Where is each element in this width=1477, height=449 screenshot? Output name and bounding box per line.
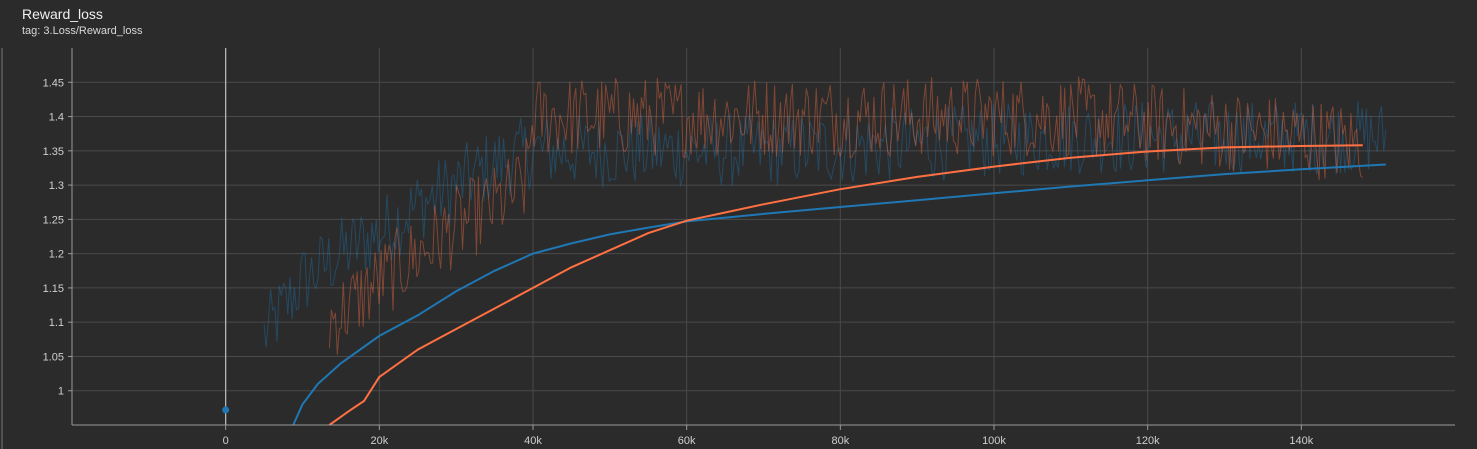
data-points (222, 406, 230, 414)
raw-series-line-1 (328, 76, 1364, 355)
y-tick-label: 1 (58, 386, 64, 398)
x-tick-label: 80k (831, 435, 849, 447)
smoothed-series-layer (292, 144, 1386, 425)
y-tick-label: 1.05 (43, 351, 64, 363)
x-tick-label: 20k (370, 435, 388, 447)
x-tick-label: 40k (524, 435, 542, 447)
y-tick-label: 1.25 (43, 214, 64, 226)
x-tick-label: 0 (223, 435, 229, 447)
chart-tag: tag: 3.Loss/Reward_loss (22, 25, 143, 37)
data-point (222, 406, 230, 414)
chart-card-header: Reward_loss tag: 3.Loss/Reward_loss (22, 6, 142, 38)
y-tick-label: 1.45 (43, 77, 64, 89)
chart-title: Reward_loss (22, 6, 103, 22)
tick-labels: 1 1.05 1.1 1.15 1.2 1.25 1.3 1.35 1.4 1.45 0 20k 40k… (43, 77, 1314, 447)
y-tick-label: 1.35 (43, 146, 64, 158)
smoothed-series-line-1 (328, 144, 1363, 425)
y-tick-label: 1.3 (49, 180, 64, 192)
y-tick-label: 1.15 (43, 283, 64, 295)
y-tick-label: 1.1 (49, 317, 64, 329)
axes (68, 48, 1455, 430)
y-tick-label: 1.4 (49, 112, 64, 124)
x-tick-label: 120k (1136, 435, 1160, 447)
raw-series-layer (263, 76, 1387, 355)
x-tick-label: 100k (982, 435, 1006, 447)
y-tick-label: 1.2 (49, 249, 64, 261)
x-tick-label: 60k (678, 435, 696, 447)
x-tick-label: 140k (1289, 435, 1313, 447)
grid-lines (72, 48, 1455, 425)
smoothed-series-line-0 (292, 163, 1386, 425)
raw-series-line-0 (263, 101, 1387, 348)
